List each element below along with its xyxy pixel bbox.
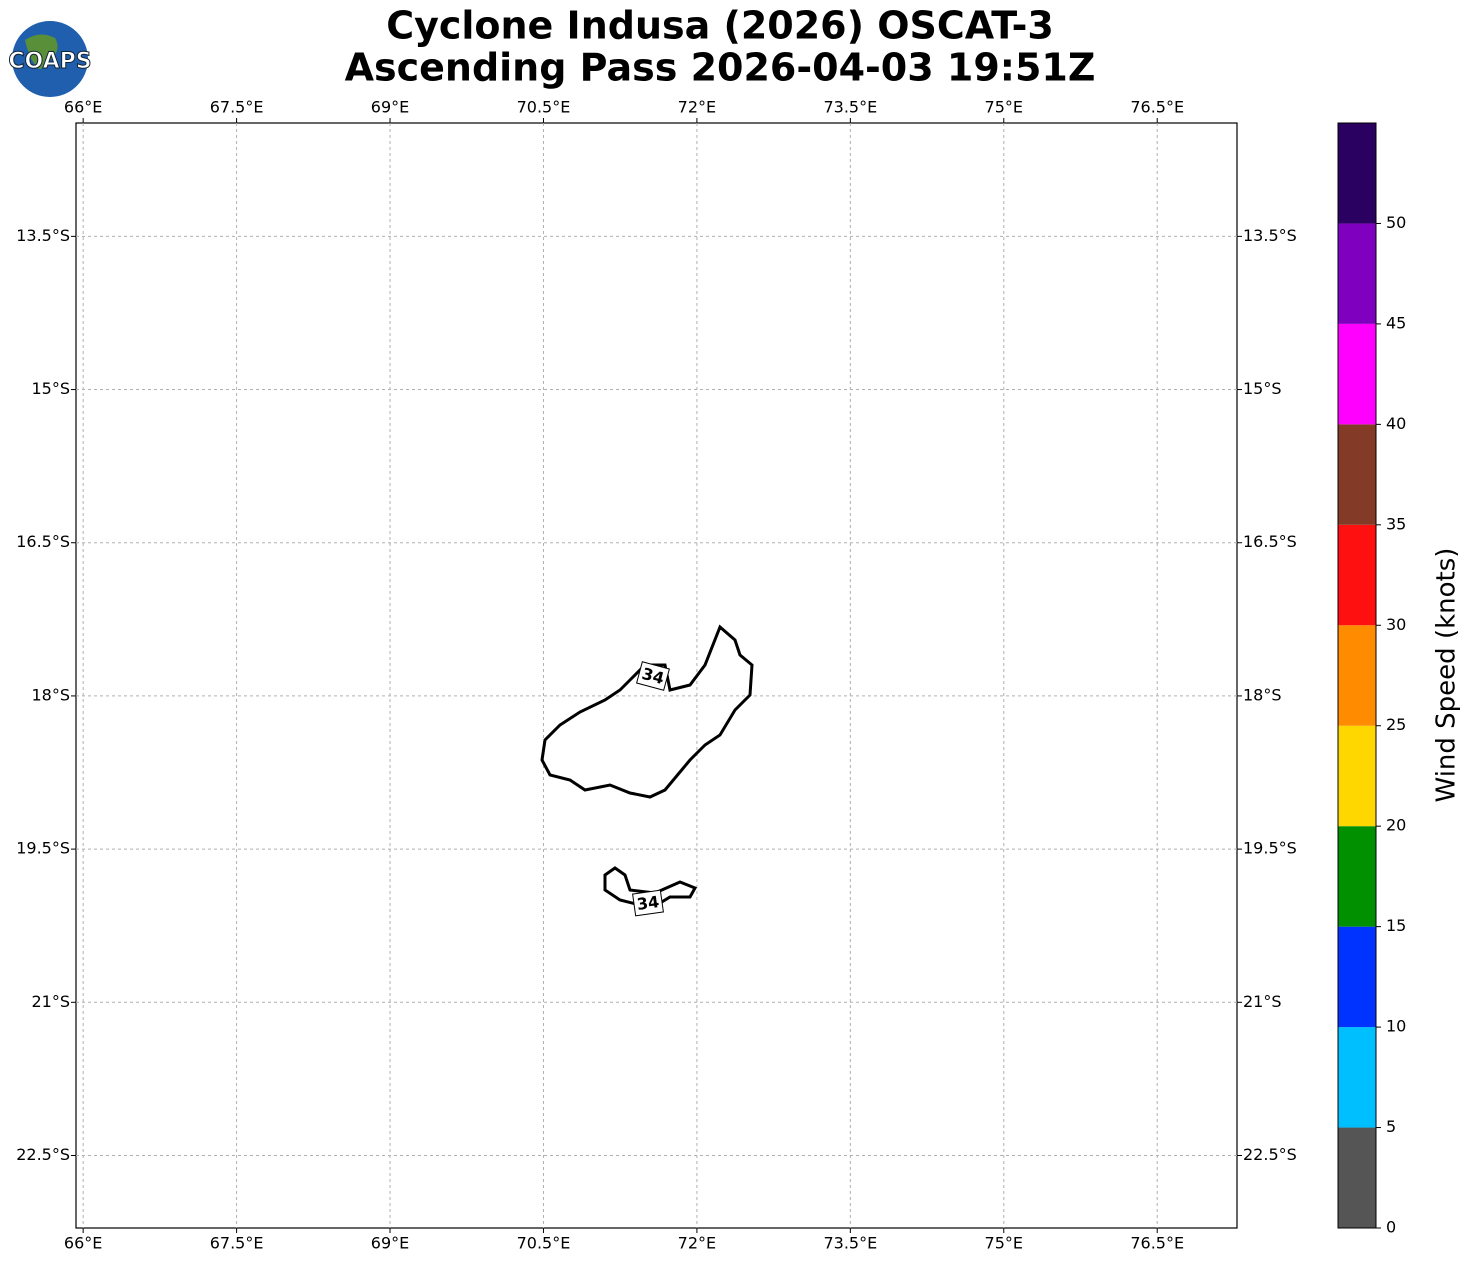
- colorbar-segment: [1338, 1027, 1376, 1128]
- colorbar-segment: [1338, 223, 1376, 324]
- colorbar: 0 5 10 15 20 25 30 35 40 45 50: [1337, 122, 1406, 1237]
- colorbar-tick-label: 15: [1386, 916, 1406, 935]
- colorbar-tick-label: 10: [1386, 1017, 1406, 1036]
- contour-label-box: 34: [636, 661, 670, 691]
- y-tick-label: 15°S: [1243, 379, 1282, 398]
- colorbar-tick-label: 0: [1386, 1218, 1396, 1237]
- colorbar-segment: [1338, 826, 1376, 927]
- map-frame: [75, 122, 1238, 1229]
- contour-label-bg: [632, 889, 664, 917]
- x-tick-label: 70.5°E: [517, 98, 571, 117]
- colorbar-tick-label: 30: [1386, 615, 1406, 634]
- contour-34: [540, 624, 754, 799]
- colorbar-tick-label: 40: [1386, 414, 1406, 433]
- colorbar-segment: [1338, 1127, 1376, 1228]
- x-tick-label: 69°E: [371, 98, 409, 117]
- colorbar-frame: [1337, 122, 1377, 1229]
- logo: COAPS: [8, 21, 92, 97]
- colorbar-segment: [1338, 625, 1376, 726]
- colorbar-segment: [1338, 926, 1376, 1028]
- x-tick-label: 69°E: [371, 1234, 409, 1253]
- y-tick-label: 21°S: [1243, 992, 1282, 1011]
- colorbar-label: Wind Speed (knots): [1432, 548, 1462, 803]
- colorbar-segment: [1338, 323, 1376, 425]
- logo-text: COAPS: [8, 49, 91, 74]
- contour-label: 34: [636, 892, 661, 914]
- contour-34: [603, 866, 698, 907]
- y-tick-label: 18°S: [1243, 685, 1282, 704]
- y-tick-label: 21°S: [31, 992, 70, 1011]
- colorbar-tick-label: 45: [1386, 313, 1406, 332]
- x-tick-label: 67.5°E: [210, 1234, 264, 1253]
- x-tick-label: 76.5°E: [1130, 98, 1184, 117]
- contour-label-bg: [636, 661, 670, 691]
- subtitle: Ascending Pass 2026-04-03 19:51Z: [345, 46, 1096, 90]
- y-tick-label: 13.5°S: [1243, 226, 1297, 245]
- y-tick-label: 13.5°S: [16, 226, 70, 245]
- x-tick-label: 72°E: [678, 98, 716, 117]
- colorbar-segment: [1338, 524, 1376, 626]
- logo-land: [25, 34, 58, 69]
- grid: [76, 123, 1237, 1228]
- contour-label-box: 34: [632, 889, 664, 917]
- title: Cyclone Indusa (2026) OSCAT-3: [386, 4, 1054, 48]
- y-tick-label: 18°S: [31, 685, 70, 704]
- x-tick-label: 67.5°E: [210, 98, 264, 117]
- colorbar-tick-label: 5: [1386, 1117, 1396, 1136]
- colorbar-segment: [1338, 123, 1376, 224]
- x-tick-label: 75°E: [985, 1234, 1023, 1253]
- x-tick-label: 76.5°E: [1130, 1234, 1184, 1253]
- colorbar-tick-label: 25: [1386, 715, 1406, 734]
- x-tick-label: 66°E: [64, 1234, 102, 1253]
- y-tick-label: 16.5°S: [16, 532, 70, 551]
- colorbar-tick-label: 50: [1386, 213, 1406, 232]
- colorbar-tick-label: 35: [1386, 514, 1406, 533]
- x-tick-label: 73.5°E: [823, 98, 877, 117]
- colorbar-segment: [1338, 424, 1376, 525]
- x-tick-label: 72°E: [678, 1234, 716, 1253]
- y-tick-label: 16.5°S: [1243, 532, 1297, 551]
- y-tick-label: 19.5°S: [1243, 839, 1297, 858]
- colorbar-tick-label: 20: [1386, 816, 1406, 835]
- x-tick-label: 66°E: [64, 98, 102, 117]
- colorbar-segment: [1338, 725, 1376, 827]
- y-tick-label: 15°S: [31, 379, 70, 398]
- x-tick-label: 75°E: [985, 98, 1023, 117]
- y-tick-label: 19.5°S: [16, 839, 70, 858]
- x-tick-label: 70.5°E: [517, 1234, 571, 1253]
- y-tick-label: 22.5°S: [16, 1145, 70, 1164]
- x-tick-label: 73.5°E: [823, 1234, 877, 1253]
- y-tick-label: 22.5°S: [1243, 1145, 1297, 1164]
